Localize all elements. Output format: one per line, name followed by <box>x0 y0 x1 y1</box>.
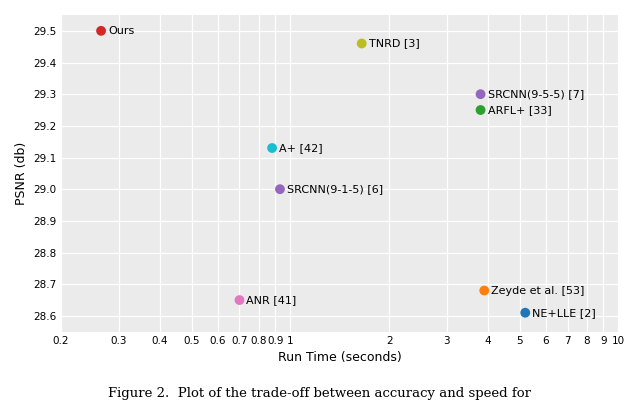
Point <box>275 186 285 193</box>
Y-axis label: PSNR (db): PSNR (db) <box>15 142 28 205</box>
Text: Figure 2.  Plot of the trade-off between accuracy and speed for: Figure 2. Plot of the trade-off between … <box>109 387 531 400</box>
Point <box>520 309 531 316</box>
Text: ARFL+ [33]: ARFL+ [33] <box>488 105 551 115</box>
Point <box>267 145 277 151</box>
X-axis label: Run Time (seconds): Run Time (seconds) <box>278 351 401 364</box>
Point <box>234 297 244 303</box>
Text: ANR [41]: ANR [41] <box>246 295 297 305</box>
Text: SRCNN(9-5-5) [7]: SRCNN(9-5-5) [7] <box>488 89 584 99</box>
Point <box>479 287 490 294</box>
Point <box>356 40 367 47</box>
Point <box>96 28 106 34</box>
Text: Zeyde et al. [53]: Zeyde et al. [53] <box>492 286 584 295</box>
Text: TNRD [3]: TNRD [3] <box>369 38 419 49</box>
Point <box>476 91 486 98</box>
Point <box>476 107 486 113</box>
Text: SRCNN(9-1-5) [6]: SRCNN(9-1-5) [6] <box>287 184 383 194</box>
Text: A+ [42]: A+ [42] <box>279 143 323 153</box>
Text: NE+LLE [2]: NE+LLE [2] <box>532 308 596 318</box>
Text: Ours: Ours <box>108 26 134 36</box>
